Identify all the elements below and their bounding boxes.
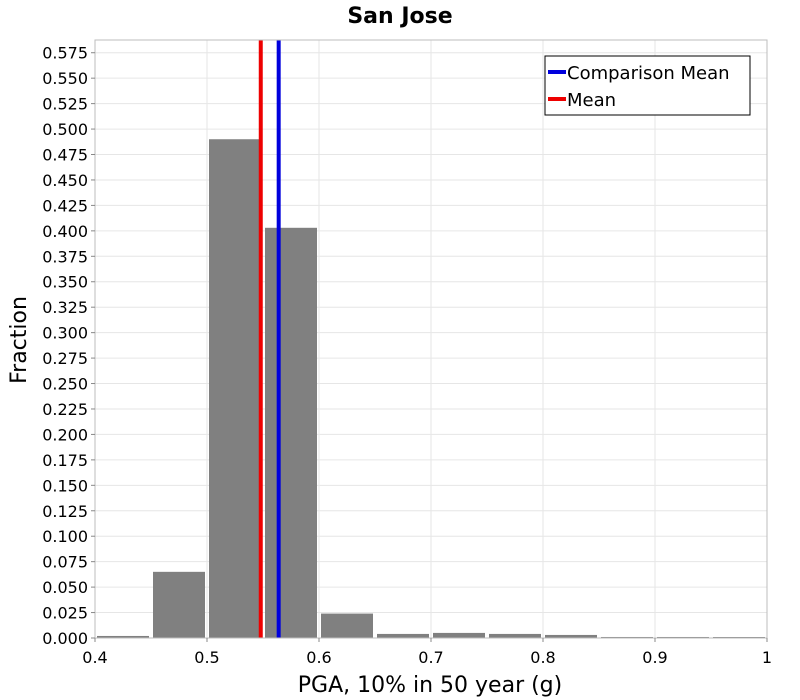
y-tick-label: 0.275 [42,349,88,368]
histogram-bar [265,227,317,639]
y-axis-label: Fraction [7,296,32,384]
histogram-bar [321,613,373,638]
histogram-bar [153,571,205,638]
x-axis-label: PGA, 10% in 50 year (g) [298,673,562,698]
histogram-bar [433,632,485,638]
y-tick-label: 0.125 [42,502,88,521]
y-tick-label: 0.225 [42,400,88,419]
histogram-bar [209,139,261,638]
x-tick-label: 0.4 [82,648,107,667]
x-tick-label: 0.7 [418,648,443,667]
histogram-bar [601,636,653,638]
y-tick-label: 0.450 [42,171,88,190]
histogram-bar [657,636,709,638]
histogram-bar [377,633,429,638]
x-tick-label: 0.6 [306,648,331,667]
y-tick-label: 0.100 [42,527,88,546]
y-tick-label: 0.250 [42,375,88,394]
y-tick-label: 0.475 [42,146,88,165]
x-tick-label: 0.8 [530,648,555,667]
y-tick-label: 0.200 [42,425,88,444]
legend-box [544,55,751,116]
y-tick-label: 0.525 [42,95,88,114]
y-tick-label: 0.150 [42,476,88,495]
y-tick-label: 0.025 [42,604,88,623]
y-tick-label: 0.300 [42,324,88,343]
y-tick-label: 0.325 [42,298,88,317]
grid [94,40,768,639]
histogram-bar [97,635,149,638]
y-tick-label: 0.000 [42,629,88,648]
histogram-bar [545,634,597,638]
y-tick-label: 0.575 [42,44,88,63]
y-tick-label: 0.175 [42,451,88,470]
x-tick-label: 0.9 [642,648,667,667]
mean-lines [258,40,281,638]
y-tick-label: 0.500 [42,120,88,139]
y-tick-label: 0.350 [42,273,88,292]
y-tick-label: 0.425 [42,196,88,215]
y-tick-label: 0.050 [42,578,88,597]
bars [97,139,765,639]
chart-title: San Jose [347,4,452,29]
legend: Comparison Mean Mean [544,55,751,116]
histogram-bar [489,633,541,638]
legend-label: Comparison Mean [567,63,730,84]
x-tick-label: 1 [762,648,772,667]
y-axis-ticks: 0.000 0.025 0.050 0.075 0.100 0.125 0.150 0.175… [42,44,95,648]
legend-label: Mean [567,90,616,111]
y-tick-label: 0.400 [42,222,88,241]
x-tick-label: 0.5 [194,648,219,667]
y-tick-label: 0.550 [42,69,88,88]
x-axis-ticks: 0.4 0.5 0.6 0.7 0.8 0.9 1 [82,638,772,667]
y-tick-label: 0.375 [42,247,88,266]
y-tick-label: 0.075 [42,553,88,572]
